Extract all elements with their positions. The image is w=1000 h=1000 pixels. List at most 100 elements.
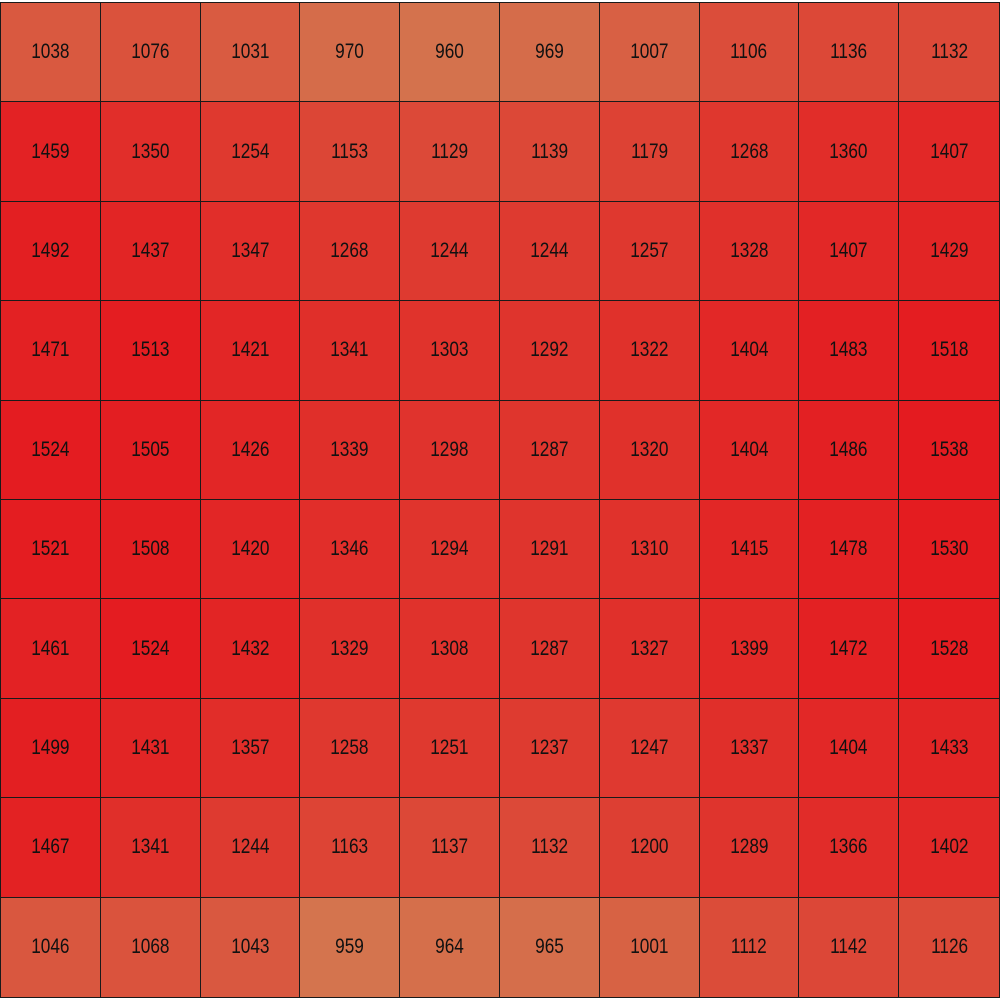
heatmap-cell: 1530 <box>899 500 999 600</box>
cell-value-label: 1402 <box>929 835 969 859</box>
cell-value-label: 1437 <box>131 238 170 262</box>
heatmap-cell: 1200 <box>599 798 700 898</box>
heatmap-cell: 1521 <box>1 500 101 600</box>
heatmap-cell: 1137 <box>400 798 500 898</box>
cell-value-label: 1420 <box>230 537 270 561</box>
heatmap-cell: 1508 <box>100 500 201 600</box>
cell-value-label: 1137 <box>431 835 469 859</box>
cell-value-label: 964 <box>435 935 464 959</box>
heatmap-cell: 1244 <box>500 201 600 302</box>
cell-value-label: 1303 <box>430 338 469 362</box>
heatmap-cell: 1289 <box>699 798 800 898</box>
cell-value-label: 965 <box>535 935 564 959</box>
cell-value-label: 1254 <box>230 139 270 163</box>
cell-value-label: 1339 <box>330 437 369 461</box>
heatmap-cell: 1404 <box>799 698 900 799</box>
cell-value-label: 1429 <box>929 238 969 262</box>
cell-value-label: 1538 <box>929 437 969 461</box>
cell-value-label: 1007 <box>630 40 669 64</box>
heatmap-cell: 1420 <box>200 500 301 600</box>
heatmap-cell: 1268 <box>699 102 800 202</box>
cell-value-label: 1001 <box>630 935 669 959</box>
heatmap-cell: 1407 <box>899 102 999 202</box>
cell-value-label: 1294 <box>430 537 469 561</box>
heatmap-cell: 1459 <box>1 102 101 202</box>
heatmap-cell: 1407 <box>799 201 900 302</box>
heatmap-cell: 1327 <box>599 599 700 699</box>
cell-value-label: 1341 <box>330 338 369 362</box>
heatmap-cell: 1106 <box>699 3 800 103</box>
heatmap-cell: 1404 <box>699 400 800 500</box>
cell-value-label: 1031 <box>230 40 270 64</box>
cell-value-label: 1518 <box>929 338 969 362</box>
heatmap-cell: 1043 <box>200 897 301 997</box>
heatmap-cell: 969 <box>500 3 600 103</box>
heatmap-cell: 1404 <box>699 301 800 401</box>
cell-value-label: 1508 <box>131 537 170 561</box>
heatmap-cell: 1251 <box>400 698 500 799</box>
heatmap-cell: 1068 <box>100 897 201 997</box>
cell-value-label: 1513 <box>131 338 170 362</box>
heatmap-cell: 1268 <box>300 201 401 302</box>
cell-value-label: 1486 <box>829 437 868 461</box>
cell-value-label: 1129 <box>431 139 469 163</box>
heatmap-cell: 1429 <box>899 201 999 302</box>
heatmap-cell: 1328 <box>699 201 800 302</box>
heatmap-cell: 1467 <box>1 798 101 898</box>
cell-value-label: 1426 <box>230 437 270 461</box>
cell-value-label: 1433 <box>929 735 969 759</box>
heatmap-cell: 1112 <box>699 897 800 997</box>
heatmap-cell: 1294 <box>400 500 500 600</box>
cell-value-label: 1350 <box>131 139 170 163</box>
heatmap-cell: 1538 <box>899 400 999 500</box>
heatmap-cell: 1471 <box>1 301 101 401</box>
heatmap-cell: 1132 <box>500 798 600 898</box>
heatmap-cell: 964 <box>400 897 500 997</box>
heatmap-cell: 1524 <box>1 400 101 500</box>
heatmap-cell: 1366 <box>799 798 900 898</box>
heatmap-cell: 1310 <box>599 500 700 600</box>
cell-value-label: 1043 <box>230 935 270 959</box>
cell-value-label: 1112 <box>731 935 767 959</box>
cell-value-label: 1407 <box>929 139 969 163</box>
cell-value-label: 1291 <box>530 537 569 561</box>
cell-value-label: 1322 <box>630 338 669 362</box>
heatmap-cell: 1341 <box>300 301 401 401</box>
cell-value-label: 1268 <box>330 238 369 262</box>
cell-value-label: 1521 <box>31 537 70 561</box>
cell-value-label: 1251 <box>430 735 469 759</box>
cell-value-label: 1431 <box>131 735 170 759</box>
heatmap-cell: 1132 <box>899 3 999 103</box>
heatmap-cell: 1528 <box>899 599 999 699</box>
cell-value-label: 1308 <box>430 636 469 660</box>
heatmap-cell: 1136 <box>799 3 900 103</box>
cell-value-label: 1528 <box>929 636 969 660</box>
heatmap-cell: 1478 <box>799 500 900 600</box>
cell-value-label: 1478 <box>829 537 868 561</box>
cell-value-label: 1244 <box>530 238 569 262</box>
heatmap-cell: 1337 <box>699 698 800 799</box>
cell-value-label: 1132 <box>930 40 968 64</box>
cell-value-label: 1524 <box>31 437 70 461</box>
cell-value-label: 1366 <box>829 835 868 859</box>
cell-value-label: 1136 <box>830 40 868 64</box>
cell-value-label: 1328 <box>729 238 769 262</box>
heatmap-cell: 1076 <box>100 3 201 103</box>
cell-value-label: 1329 <box>330 636 369 660</box>
cell-value-label: 1287 <box>530 636 569 660</box>
heatmap-cell: 1350 <box>100 102 201 202</box>
cell-value-label: 1524 <box>131 636 170 660</box>
heatmap-cell: 1244 <box>400 201 500 302</box>
heatmap-cell: 1415 <box>699 500 800 600</box>
heatmap-cell: 1339 <box>300 400 401 500</box>
heatmap-cell: 1486 <box>799 400 900 500</box>
cell-value-label: 1404 <box>829 735 868 759</box>
heatmap-cell: 1257 <box>599 201 700 302</box>
cell-value-label: 1244 <box>230 835 270 859</box>
heatmap-cell: 1298 <box>400 400 500 500</box>
cell-value-label: 1483 <box>829 338 868 362</box>
heatmap-cell: 1247 <box>599 698 700 799</box>
cell-value-label: 1046 <box>31 935 70 959</box>
heatmap-cell: 1360 <box>799 102 900 202</box>
heatmap-cell: 1505 <box>100 400 201 500</box>
